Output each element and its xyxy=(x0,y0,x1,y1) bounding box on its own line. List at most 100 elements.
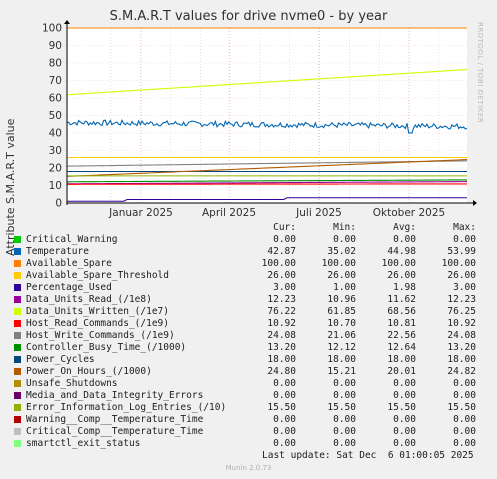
legend-avg-value: 1.98 xyxy=(393,282,416,293)
legend-max-value: 0.00 xyxy=(453,378,476,389)
legend-swatch xyxy=(14,236,21,243)
legend-label: Power_Cycles xyxy=(26,354,95,365)
y-tick-label: 80 xyxy=(49,58,62,70)
y-tick-label: 60 xyxy=(49,93,62,105)
legend-cur-value: 24.80 xyxy=(267,366,296,377)
legend-item: Data_Units_Written_(/1e7) 76.22 61.85 68.56… xyxy=(14,306,494,318)
legend-label: Host_Write_Commands_(/1e9) xyxy=(26,330,175,341)
legend-label: Critical_Comp__Temperature_Time xyxy=(26,426,204,437)
legend-cur-value: 0.00 xyxy=(273,234,296,245)
legend-avg-value: 26.00 xyxy=(387,270,416,281)
legend-cur-value: 0.00 xyxy=(273,414,296,425)
legend-min-value: 18.00 xyxy=(327,354,356,365)
legend-avg-value: 0.00 xyxy=(393,426,416,437)
legend-swatch xyxy=(14,248,21,255)
legend-swatch xyxy=(14,284,21,291)
legend-min-value: 15.21 xyxy=(327,366,356,377)
legend-avg-value: 12.64 xyxy=(387,342,416,353)
munin-version: Munin 2.0.73 xyxy=(225,464,272,472)
legend-item: Warning__Comp__Temperature_Time 0.00 0.00 0… xyxy=(14,414,494,426)
legend-avg-value: 22.56 xyxy=(387,330,416,341)
legend-cur-value: 0.00 xyxy=(273,438,296,449)
legend-max-value: 0.00 xyxy=(453,438,476,449)
legend-label: Media_and_Data_Integrity_Errors xyxy=(26,390,204,401)
legend-max-value: 15.50 xyxy=(447,402,476,413)
x-tick-label: Juli 2025 xyxy=(295,207,342,219)
legend-swatch xyxy=(14,320,21,327)
legend-max-value: 13.20 xyxy=(447,342,476,353)
legend-item: Critical_Warning 0.00 0.00 0.00 0.00 xyxy=(14,234,494,246)
legend-cur-value: 10.92 xyxy=(267,318,296,329)
legend-rows: Critical_Warning 0.00 0.00 0.00 0.00 Temperat… xyxy=(14,234,494,450)
y-tick-label: 40 xyxy=(49,128,62,140)
legend-item: Available_Spare 100.00 100.00 100.00 100.00 xyxy=(14,258,494,270)
series-line xyxy=(66,160,468,167)
legend-max-value: 24.08 xyxy=(447,330,476,341)
legend-cur-value: 42.87 xyxy=(267,246,296,257)
legend: Cur: Min: Avg: Max: Critical_Warning 0.00… xyxy=(14,222,494,450)
legend-cur-value: 13.20 xyxy=(267,342,296,353)
x-tick-label: Januar 2025 xyxy=(108,207,173,219)
x-tick-label: Oktober 2025 xyxy=(373,207,445,219)
legend-item: Power_Cycles 18.00 18.00 18.00 18.00 xyxy=(14,354,494,366)
legend-max-value: 0.00 xyxy=(453,426,476,437)
legend-avg-value: 0.00 xyxy=(393,390,416,401)
legend-min-value: 26.00 xyxy=(327,270,356,281)
y-tick-label: 20 xyxy=(49,163,62,175)
legend-min-value: 35.02 xyxy=(327,246,356,257)
legend-item: Media_and_Data_Integrity_Errors 0.00 0.00 0… xyxy=(14,390,494,402)
series-line xyxy=(66,159,468,177)
legend-header-cur: Cur: xyxy=(273,222,296,233)
legend-avg-value: 0.00 xyxy=(393,378,416,389)
legend-max-value: 0.00 xyxy=(453,414,476,425)
legend-item: smartctl_exit_status 0.00 0.00 0.00 0.00 xyxy=(14,438,494,450)
legend-cur-value: 0.00 xyxy=(273,426,296,437)
series-line xyxy=(66,69,468,96)
legend-item: Power_On_Hours_(/1000) 24.80 15.21 20.01 24.… xyxy=(14,366,494,378)
legend-label: Error_Information_Log_Entries_(/10) xyxy=(26,402,227,413)
legend-swatch xyxy=(14,272,21,279)
legend-item: Unsafe_Shutdowns 0.00 0.00 0.00 0.00 xyxy=(14,378,494,390)
legend-cur-value: 12.23 xyxy=(267,294,296,305)
legend-avg-value: 0.00 xyxy=(393,414,416,425)
legend-min-value: 15.50 xyxy=(327,402,356,413)
legend-swatch xyxy=(14,260,21,267)
legend-swatch xyxy=(14,380,21,387)
legend-swatch xyxy=(14,416,21,423)
legend-label: Percentage_Used xyxy=(26,282,112,293)
legend-swatch xyxy=(14,440,21,447)
y-tick-label: 50 xyxy=(49,110,62,122)
legend-max-value: 26.00 xyxy=(447,270,476,281)
legend-label: Data_Units_Written_(/1e7) xyxy=(26,306,169,317)
last-update: Last update: Sat Dec 6 01:00:05 2025 xyxy=(262,450,474,461)
legend-item: Host_Write_Commands_(/1e9) 24.08 21.06 22.5… xyxy=(14,330,494,342)
legend-label: Controller_Busy_Time_(/1000) xyxy=(26,342,187,353)
legend-min-value: 0.00 xyxy=(333,390,356,401)
legend-cur-value: 24.08 xyxy=(267,330,296,341)
legend-label: Available_Spare_Threshold xyxy=(26,270,169,281)
legend-swatch xyxy=(14,344,21,351)
legend-avg-value: 10.81 xyxy=(387,318,416,329)
legend-item: Critical_Comp__Temperature_Time 0.00 0.00 0… xyxy=(14,426,494,438)
legend-label: Unsafe_Shutdowns xyxy=(26,378,118,389)
legend-swatch xyxy=(14,308,21,315)
legend-max-value: 53.99 xyxy=(447,246,476,257)
legend-avg-value: 20.01 xyxy=(387,366,416,377)
legend-cur-value: 0.00 xyxy=(273,390,296,401)
legend-label: Host_Read_Commands_(/1e9) xyxy=(26,318,169,329)
x-tick-label: April 2025 xyxy=(202,207,256,219)
legend-min-value: 61.85 xyxy=(327,306,356,317)
legend-swatch xyxy=(14,332,21,339)
legend-swatch xyxy=(14,368,21,375)
legend-max-value: 76.25 xyxy=(447,306,476,317)
series-line xyxy=(66,181,468,185)
legend-cur-value: 0.00 xyxy=(273,378,296,389)
legend-avg-value: 15.50 xyxy=(387,402,416,413)
legend-avg-value: 100.00 xyxy=(381,258,416,269)
legend-max-value: 12.23 xyxy=(447,294,476,305)
legend-cur-value: 26.00 xyxy=(267,270,296,281)
legend-swatch xyxy=(14,356,21,363)
chart-title: S.M.A.R.T values for drive nvme0 - by ye… xyxy=(109,9,388,24)
y-tick-label: 10 xyxy=(49,180,62,192)
legend-min-value: 0.00 xyxy=(333,438,356,449)
